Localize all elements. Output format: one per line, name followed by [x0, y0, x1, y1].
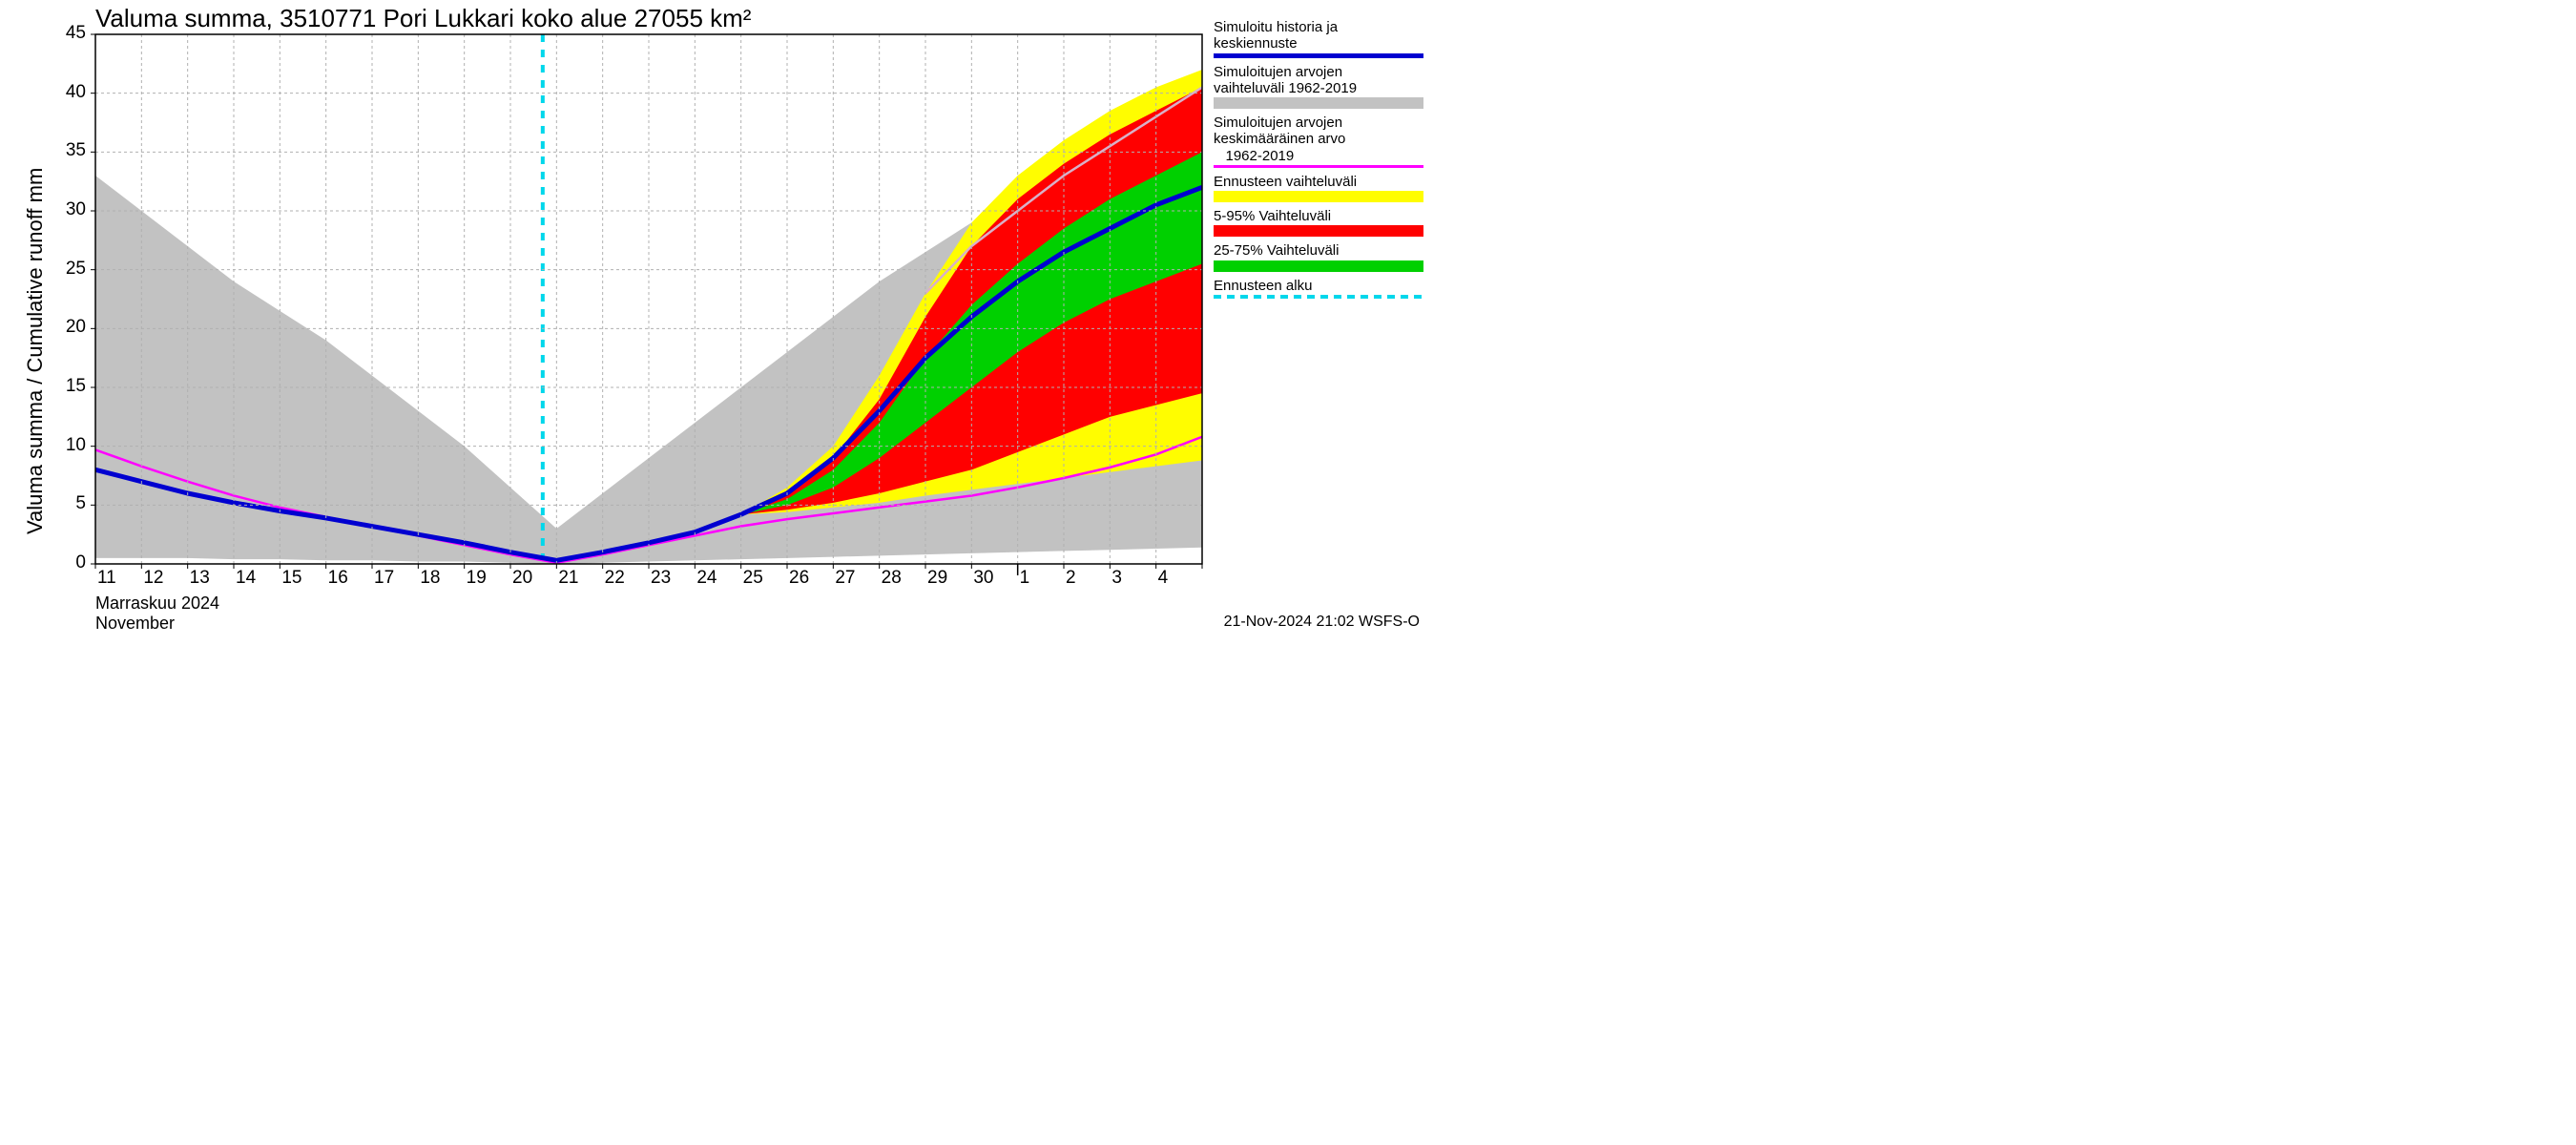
legend-label: 25-75% Vaihteluväli	[1214, 242, 1423, 259]
x-tick: 27	[835, 568, 855, 589]
y-tick: 0	[48, 552, 86, 573]
y-tick: 25	[48, 259, 86, 280]
legend-swatch	[1214, 225, 1423, 237]
legend-swatch	[1214, 260, 1423, 272]
x-tick: 4	[1158, 568, 1169, 589]
x-tick: 15	[281, 568, 301, 589]
y-axis-label: Valuma summa / Cumulative runoff mm	[23, 168, 48, 534]
y-tick: 35	[48, 140, 86, 161]
x-tick: 20	[512, 568, 532, 589]
legend-swatch	[1214, 295, 1423, 299]
legend-entry: Simuloitujen arvojenkeskimääräinen arvo …	[1214, 114, 1423, 168]
x-tick: 23	[651, 568, 671, 589]
x-tick: 22	[605, 568, 625, 589]
x-tick: 2	[1066, 568, 1076, 589]
chart-container: Valuma summa, 3510771 Pori Lukkari koko …	[0, 0, 1431, 636]
legend-entry: 5-95% Vaihteluväli	[1214, 208, 1423, 237]
x-tick: 1	[1020, 568, 1030, 589]
x-tick: 19	[467, 568, 487, 589]
y-tick: 20	[48, 317, 86, 338]
x-tick: 18	[420, 568, 440, 589]
x-tick: 24	[696, 568, 717, 589]
x-tick: 14	[236, 568, 256, 589]
y-tick: 45	[48, 23, 86, 44]
y-tick: 15	[48, 376, 86, 397]
y-tick: 10	[48, 435, 86, 456]
chart-title: Valuma summa, 3510771 Pori Lukkari koko …	[95, 4, 751, 33]
x-tick: 29	[927, 568, 947, 589]
legend-label: Simuloitu historia jakeskiennuste	[1214, 19, 1423, 52]
x-tick: 12	[143, 568, 163, 589]
x-tick: 21	[558, 568, 578, 589]
y-tick: 30	[48, 199, 86, 220]
y-tick: 5	[48, 493, 86, 514]
y-tick: 40	[48, 82, 86, 103]
x-tick: 3	[1111, 568, 1122, 589]
legend-label: Ennusteen alku	[1214, 278, 1423, 294]
legend-entry: Simuloitujen arvojenvaihteluväli 1962-20…	[1214, 64, 1423, 110]
x-tick: 13	[190, 568, 210, 589]
xlabel-line2: November	[95, 614, 175, 633]
chart-footer: 21-Nov-2024 21:02 WSFS-O	[1224, 614, 1420, 631]
legend-swatch	[1214, 165, 1423, 168]
legend-swatch	[1214, 191, 1423, 202]
x-tick: 11	[97, 568, 116, 589]
legend-entry: Ennusteen alku	[1214, 278, 1423, 299]
x-tick: 16	[328, 568, 348, 589]
x-axis-label: Marraskuu 2024 November	[95, 593, 219, 633]
legend-label: Simuloitujen arvojenvaihteluväli 1962-20…	[1214, 64, 1423, 97]
x-tick: 25	[743, 568, 763, 589]
x-tick: 26	[789, 568, 809, 589]
legend-swatch	[1214, 97, 1423, 109]
legend-entry: Ennusteen vaihteluväli	[1214, 174, 1423, 202]
x-tick: 30	[973, 568, 993, 589]
legend-label: Ennusteen vaihteluväli	[1214, 174, 1423, 190]
legend-label: Simuloitujen arvojenkeskimääräinen arvo …	[1214, 114, 1423, 164]
x-tick: 17	[374, 568, 394, 589]
legend-entry: 25-75% Vaihteluväli	[1214, 242, 1423, 271]
legend-entry: Simuloitu historia jakeskiennuste	[1214, 19, 1423, 58]
legend-swatch	[1214, 53, 1423, 58]
x-tick: 28	[882, 568, 902, 589]
xlabel-line1: Marraskuu 2024	[95, 593, 219, 613]
legend-label: 5-95% Vaihteluväli	[1214, 208, 1423, 224]
legend: Simuloitu historia jakeskiennuste Simuloi…	[1214, 19, 1423, 304]
